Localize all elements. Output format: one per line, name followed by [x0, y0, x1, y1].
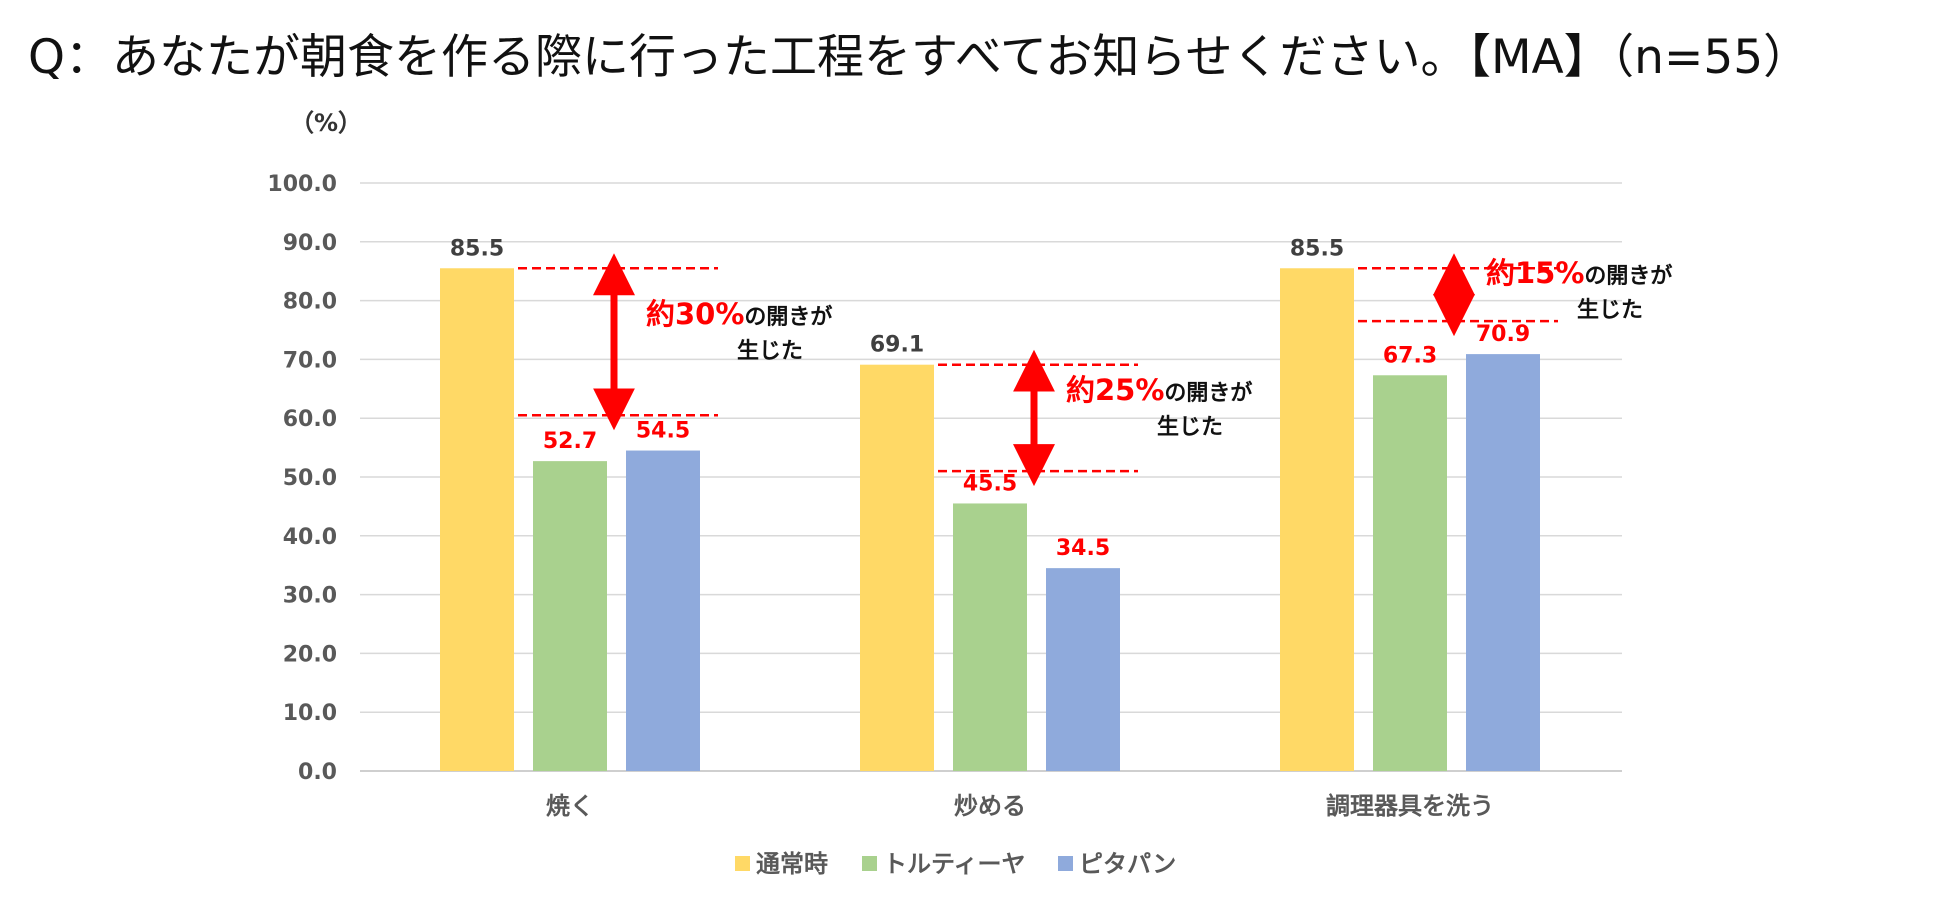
- y-tick-label: 30.0: [283, 584, 337, 609]
- bar-2-3: [1046, 568, 1120, 771]
- gap-text: の開きが: [1584, 263, 1672, 289]
- gap-annotation-line1: 約30%の開きが: [646, 297, 832, 331]
- gap-text: の開きが: [744, 304, 832, 330]
- data-label: 34.5: [1056, 536, 1110, 561]
- legend-label: 通常時: [756, 850, 828, 878]
- gap-annotation-line1: 約25%の開きが: [1066, 373, 1252, 407]
- y-tick-label: 10.0: [283, 701, 337, 726]
- bar-3-2: [1373, 375, 1447, 771]
- legend: 通常時 トルティーヤ ピタパン: [735, 850, 1176, 878]
- gap-text: の開きが: [1164, 380, 1252, 406]
- legend-label: ピタパン: [1079, 850, 1176, 878]
- y-axis-unit-label: （%）: [290, 109, 362, 137]
- x-category-label: 炒める: [954, 792, 1026, 820]
- y-tick-label: 70.0: [283, 348, 337, 373]
- bar-2-1: [860, 364, 934, 771]
- y-tick-label: 80.0: [283, 290, 337, 315]
- y-tick-label: 100.0: [267, 172, 337, 197]
- data-label: 69.1: [870, 333, 924, 358]
- gap-percent: 約30%: [646, 297, 744, 331]
- y-tick-label: 60.0: [283, 407, 337, 432]
- gap-percent: 約15%: [1486, 256, 1584, 290]
- gap-annotation-line1: 約15%の開きが: [1486, 256, 1672, 290]
- gap-annotation-line2: 生じた: [1157, 415, 1223, 440]
- gap-percent: 約25%: [1066, 373, 1164, 407]
- data-labels: 85.5 52.7 54.5 69.1 45.5 34.5 85.5 67.3 70.9: [450, 236, 1530, 561]
- x-axis-categories: 焼く 炒める 調理器具を洗う: [546, 792, 1494, 820]
- bar-3-1: [1280, 268, 1354, 771]
- y-tick-label: 0.0: [298, 760, 337, 785]
- legend-swatch: [735, 856, 750, 871]
- data-label: 70.9: [1476, 322, 1530, 347]
- bar-1-3: [626, 450, 700, 771]
- y-axis-ticks: 0.0 10.0 20.0 30.0 40.0 50.0 60.0 70.0 80.0 90.0 1…: [267, 172, 337, 785]
- bars: [440, 268, 1540, 771]
- x-category-label: 調理器具を洗う: [1326, 792, 1494, 820]
- data-label: 45.5: [963, 471, 1017, 496]
- gap-annotation-line2: 生じた: [1577, 298, 1643, 323]
- data-label: 67.3: [1383, 343, 1437, 368]
- bar-3-3: [1466, 354, 1540, 771]
- legend-swatch: [1058, 856, 1073, 871]
- y-tick-label: 40.0: [283, 525, 337, 550]
- legend-swatch: [862, 856, 877, 871]
- bar-2-2: [953, 503, 1027, 771]
- data-label: 52.7: [543, 429, 597, 454]
- y-tick-label: 90.0: [283, 231, 337, 256]
- bar-1-1: [440, 268, 514, 771]
- data-label: 85.5: [450, 236, 504, 261]
- gap-annotation-line2: 生じた: [737, 339, 803, 364]
- data-label: 85.5: [1290, 236, 1344, 261]
- y-tick-label: 20.0: [283, 642, 337, 667]
- chart-title: Q：あなたが朝食を作る際に行った工程をすべてお知らせください。【MA】（n=55…: [28, 30, 1811, 85]
- y-tick-label: 50.0: [283, 466, 337, 491]
- legend-label: トルティーヤ: [883, 850, 1026, 878]
- x-category-label: 焼く: [546, 792, 594, 820]
- data-label: 54.5: [636, 419, 690, 444]
- bar-1-2: [533, 461, 607, 771]
